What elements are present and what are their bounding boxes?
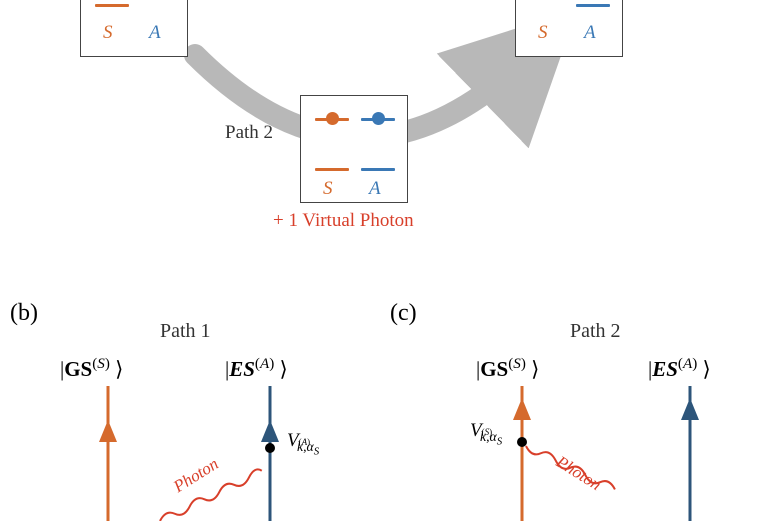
c-blue-arrowhead: [681, 398, 699, 420]
virtual-photon-label: + 1 Virtual Photon: [273, 210, 414, 232]
left-S-label: S: [103, 22, 113, 44]
path2-label: Path 2: [225, 122, 273, 144]
right-S-label: S: [538, 22, 548, 44]
center-A-label: A: [369, 178, 381, 200]
panel-b-ket-es: |ES(A) ⟩: [225, 356, 288, 382]
panel-c-ket-es: |ES(A) ⟩: [648, 356, 711, 382]
left-S-line: [95, 4, 129, 7]
state-box-right: S A: [515, 0, 623, 57]
center-A-lower: [361, 168, 395, 171]
c-vertex-dot: [517, 437, 527, 447]
feynman-svg: [0, 0, 782, 521]
panel-b-letter: (b): [10, 300, 38, 327]
panel-c-vertex-label: V(S) k,αS: [470, 420, 492, 466]
b-blue-arrowhead: [261, 420, 279, 442]
center-S-dot: [326, 112, 339, 125]
panel-c-ket-gs: |GS(S) ⟩: [476, 356, 539, 382]
state-box-left: S A: [80, 0, 188, 57]
state-box-center: S A: [300, 95, 408, 203]
center-S-label: S: [323, 178, 333, 200]
panel-b-vertex-label: V(A) k,αS: [287, 430, 310, 476]
panel-b-title: Path 1: [160, 320, 211, 343]
c-photon-label: Photon: [552, 452, 604, 495]
panel-c-letter: (c): [390, 300, 417, 327]
center-A-dot: [372, 112, 385, 125]
panel-b-ket-gs: |GS(S) ⟩: [60, 356, 123, 382]
top-arrow-svg: [0, 0, 782, 521]
right-A-lower: [576, 4, 610, 7]
right-A-label: A: [584, 22, 596, 44]
b-vertex-dot: [265, 443, 275, 453]
center-S-lower: [315, 168, 349, 171]
b-photon-label: Photon: [170, 454, 222, 497]
b-orange-arrowhead: [99, 420, 117, 442]
panel-c-title: Path 2: [570, 320, 621, 343]
c-orange-arrowhead: [513, 398, 531, 420]
left-A-label: A: [149, 22, 161, 44]
